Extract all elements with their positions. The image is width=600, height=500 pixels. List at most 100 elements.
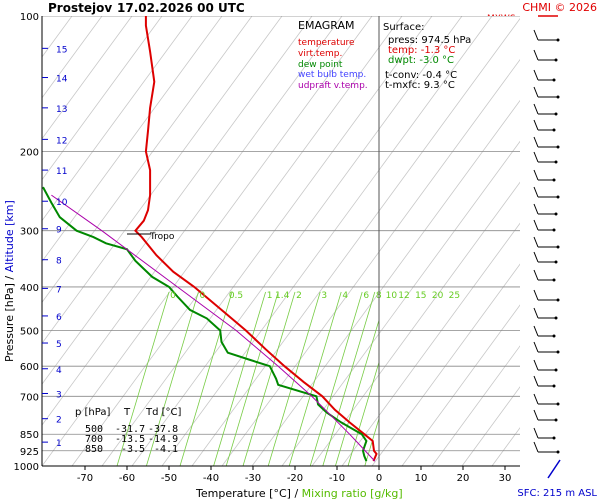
- surface-dwpt: dwpt: -3.0 °C: [388, 55, 454, 66]
- dry-adiabat-line: [251, 99, 520, 466]
- wind-barb-dot: [554, 260, 558, 264]
- altitude-tick-label: 3: [56, 390, 62, 400]
- mixing-ratio-line: [347, 360, 379, 466]
- y-axis-title: Pressure [hPa] / Altitude [km]: [3, 200, 16, 362]
- altitude-tick-label: 7: [56, 285, 62, 295]
- credit-label: CHMI © 2026: [522, 1, 597, 14]
- table-cell: -13.5: [115, 434, 145, 445]
- dry-adiabat-line: [42, 16, 313, 385]
- wind-barb-dot: [552, 228, 556, 232]
- series-line-dew-point: [42, 186, 368, 462]
- y-axis-title-altitude: Altitude [km]: [3, 200, 16, 272]
- temperature-tick-label: 10: [415, 473, 428, 484]
- wind-barb-flag: [533, 341, 539, 353]
- mixing-ratio-label: 10: [386, 291, 398, 301]
- profiles: [42, 16, 378, 462]
- dry-adiabat-line: [131, 16, 463, 466]
- mixing-ratio-label: 4: [342, 291, 348, 301]
- wind-barb-flag: [533, 393, 539, 405]
- dry-adiabat-line: [341, 222, 520, 466]
- dry-adiabat-line: [42, 16, 193, 222]
- wind-barb-dot: [552, 128, 556, 132]
- legend-item-dew-point: dew point: [298, 60, 343, 70]
- wind-barb-dot: [554, 160, 558, 164]
- table-cell: -31.7: [115, 424, 145, 435]
- temperature-tick-label: -10: [329, 473, 345, 484]
- wind-barb-dot: [552, 334, 556, 338]
- legend-item-wet-bulb: wet bulb temp.: [298, 70, 366, 80]
- table-cell: 850: [85, 444, 103, 455]
- mixing-ratio-label: 0: [170, 291, 176, 301]
- datetime-title: 17.02.2026 00 UTC: [117, 1, 245, 15]
- wind-barb-dot: [552, 436, 556, 440]
- wind-barb-dot: [556, 145, 560, 149]
- wind-barb-dot: [556, 245, 560, 249]
- temperature-tick-label: 0: [376, 473, 382, 484]
- temperature-tick-label: 20: [457, 473, 470, 484]
- wind-barb-flag: [533, 409, 539, 421]
- wind-barb-dot: [556, 298, 560, 302]
- temperature-tick-label: -60: [119, 473, 135, 484]
- dry-adiabat-line: [161, 16, 493, 466]
- surface-tmxfc: t-mxfc: 9.3 °C: [385, 80, 455, 91]
- x-axis-title-temperature: Temperature [°C]: [195, 487, 291, 500]
- mixing-ratio-line: [116, 291, 170, 466]
- table-cell: 500: [85, 424, 103, 435]
- dry-adiabat-line: [221, 58, 520, 466]
- wind-barb-flag: [533, 29, 539, 41]
- dry-adiabat-line: [281, 140, 520, 466]
- altitude-tick-label: 13: [56, 105, 67, 115]
- mixing-ratio-label: 0: [200, 291, 206, 301]
- wind-barb-flag: [533, 69, 539, 81]
- wind-barb-dot: [556, 95, 560, 99]
- mixing-ratio-label: 2: [296, 291, 302, 301]
- table-cell: -14.9: [148, 434, 178, 445]
- legend-item-updraft: udpraft v.temp.: [298, 81, 368, 91]
- temperature-tick-label: -20: [287, 473, 303, 484]
- altitude-tick-label: 14: [56, 75, 68, 85]
- table-cell: -4.1: [154, 444, 178, 455]
- wind-barb-dot: [556, 38, 560, 42]
- mixing-ratio-label: 1: [267, 291, 273, 301]
- surface-info: Surface: press: 974.5 hPa temp: -1.3 °C …: [383, 22, 471, 91]
- legend-item-virt-temp: virt.temp.: [298, 49, 342, 59]
- temperature-tick-label: -50: [161, 473, 177, 484]
- mixing-ratio-label: 6: [363, 291, 369, 301]
- wind-barb-dot: [556, 450, 560, 454]
- mixing-ratio-label: 20: [432, 291, 444, 301]
- y-axis-title-separator: /: [3, 272, 16, 283]
- wind-barb-dot: [554, 368, 558, 372]
- wind-barb-dot: [552, 278, 556, 282]
- pressure-tick-label: 925: [20, 447, 39, 458]
- wind-barb-flag: [533, 103, 539, 115]
- mixing-ratio-line: [364, 417, 379, 466]
- pressure-tick-label: 600: [20, 362, 39, 373]
- x-axis-title-mixing-ratio: Mixing ratio [g/kg]: [302, 487, 403, 500]
- dry-adiabat-line: [191, 18, 520, 466]
- wind-barb-dot: [556, 195, 560, 199]
- series-line-temperature: [134, 16, 378, 462]
- dry-adiabat-line: [461, 386, 520, 466]
- dry-adiabat-line: [42, 16, 343, 426]
- altitude-tick-label: 8: [56, 257, 62, 267]
- table-header-td: Td [°C]: [145, 407, 182, 418]
- wind-barb-dot: [552, 384, 556, 388]
- wind-barb-flag: [533, 375, 539, 387]
- mixing-ratio-label: 3: [321, 291, 327, 301]
- wind-barb-flag: [533, 151, 539, 163]
- mixing-ratio-line: [309, 291, 363, 466]
- mixing-ratio-line: [288, 291, 342, 466]
- legend-title: EMAGRAM: [298, 19, 355, 32]
- pressure-tick-label: 200: [20, 147, 39, 158]
- table-header-t: T: [123, 407, 131, 418]
- wind-barb-flag: [533, 236, 539, 248]
- altitude-tick-label: 11: [56, 167, 67, 177]
- table-cell: -37.8: [148, 424, 178, 435]
- altitude-tick-label: 1: [56, 439, 62, 449]
- wind-barb-dot: [554, 112, 558, 116]
- altitude-tick-label: 15: [56, 45, 67, 55]
- pressure-tick-label: 850: [20, 430, 39, 441]
- wind-barb-flag: [533, 136, 539, 148]
- dry-adiabat-line: [42, 16, 253, 304]
